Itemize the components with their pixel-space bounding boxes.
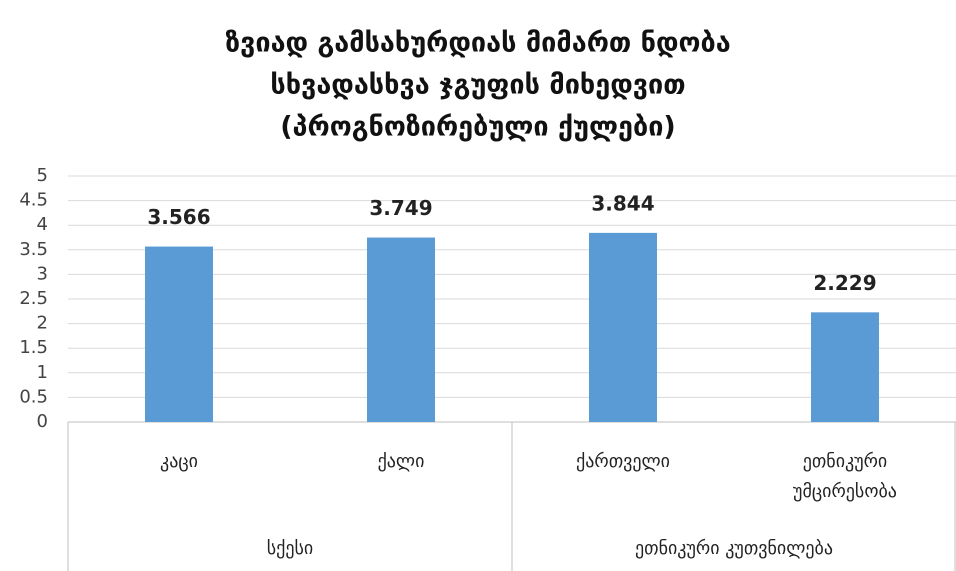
y-tick-label: 1.5	[19, 337, 48, 358]
data-label: 2.229	[813, 271, 876, 295]
x-tick-label: ეთნიკური უმცირესობა	[793, 451, 897, 502]
bar	[589, 232, 657, 422]
data-label: 3.566	[147, 205, 210, 229]
bar	[145, 246, 213, 422]
group-label: სქესი	[266, 538, 314, 559]
y-tick-label: 3	[37, 263, 48, 284]
bar	[811, 312, 879, 422]
y-tick-label: 4.5	[19, 190, 48, 211]
y-tick-label: 0	[37, 411, 48, 432]
group-label: ეთნიკური კუთვნილება	[635, 538, 833, 559]
chart-title: (პროგნოზირებული ქულები)	[280, 112, 676, 143]
x-tick-label: ქართველი	[576, 451, 670, 472]
chart-title: ზვიად გამსახურდიას მიმართ ნდობა	[225, 28, 730, 59]
y-tick-label: 2.5	[19, 288, 48, 309]
y-tick-label: 4	[37, 214, 48, 235]
bar	[367, 237, 435, 422]
y-tick-label: 5	[37, 165, 48, 186]
chart-title: სხვადასხვა ჯგუფის მიხედვით	[270, 70, 685, 101]
y-tick-label: 1	[37, 362, 48, 383]
y-tick-label: 0.5	[19, 386, 48, 407]
x-tick-label: ქალი	[377, 451, 425, 472]
y-tick-label: 2	[37, 313, 48, 334]
x-tick-label: კაცი	[160, 451, 198, 472]
y-tick-label: 3.5	[19, 239, 48, 260]
data-label: 3.749	[369, 196, 432, 220]
data-label: 3.844	[591, 191, 654, 215]
